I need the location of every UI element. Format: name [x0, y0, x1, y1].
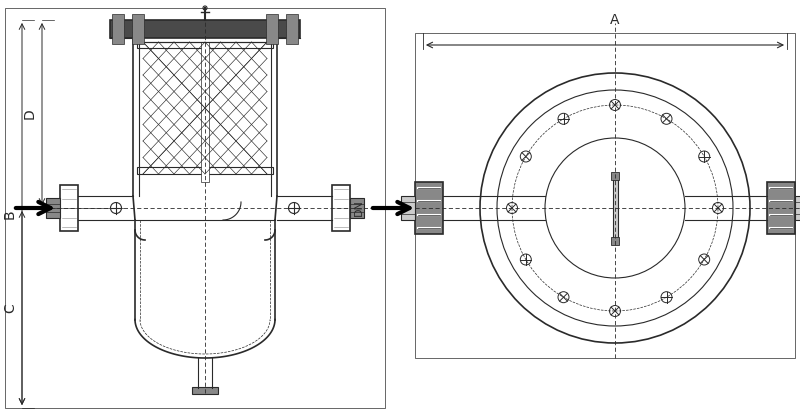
- Text: DN: DN: [354, 199, 364, 216]
- Bar: [795, 196, 800, 220]
- Text: C: C: [3, 303, 17, 313]
- Bar: [192, 387, 218, 394]
- Bar: [132, 14, 144, 44]
- Text: D: D: [23, 109, 37, 119]
- Bar: [137, 167, 273, 174]
- Bar: [415, 182, 443, 234]
- Bar: [112, 14, 124, 44]
- Bar: [415, 33, 795, 358]
- Bar: [611, 171, 619, 180]
- Bar: [613, 176, 618, 240]
- Bar: [137, 42, 273, 48]
- Bar: [767, 182, 795, 234]
- Bar: [401, 196, 415, 220]
- Text: B: B: [3, 209, 17, 219]
- Bar: [60, 185, 78, 231]
- Text: A: A: [610, 13, 620, 27]
- Bar: [350, 198, 364, 218]
- Bar: [611, 237, 619, 244]
- Bar: [5, 8, 385, 408]
- Bar: [201, 42, 209, 182]
- Bar: [46, 198, 60, 218]
- Bar: [286, 14, 298, 44]
- Bar: [266, 14, 278, 44]
- Bar: [332, 185, 350, 231]
- Bar: [110, 20, 300, 38]
